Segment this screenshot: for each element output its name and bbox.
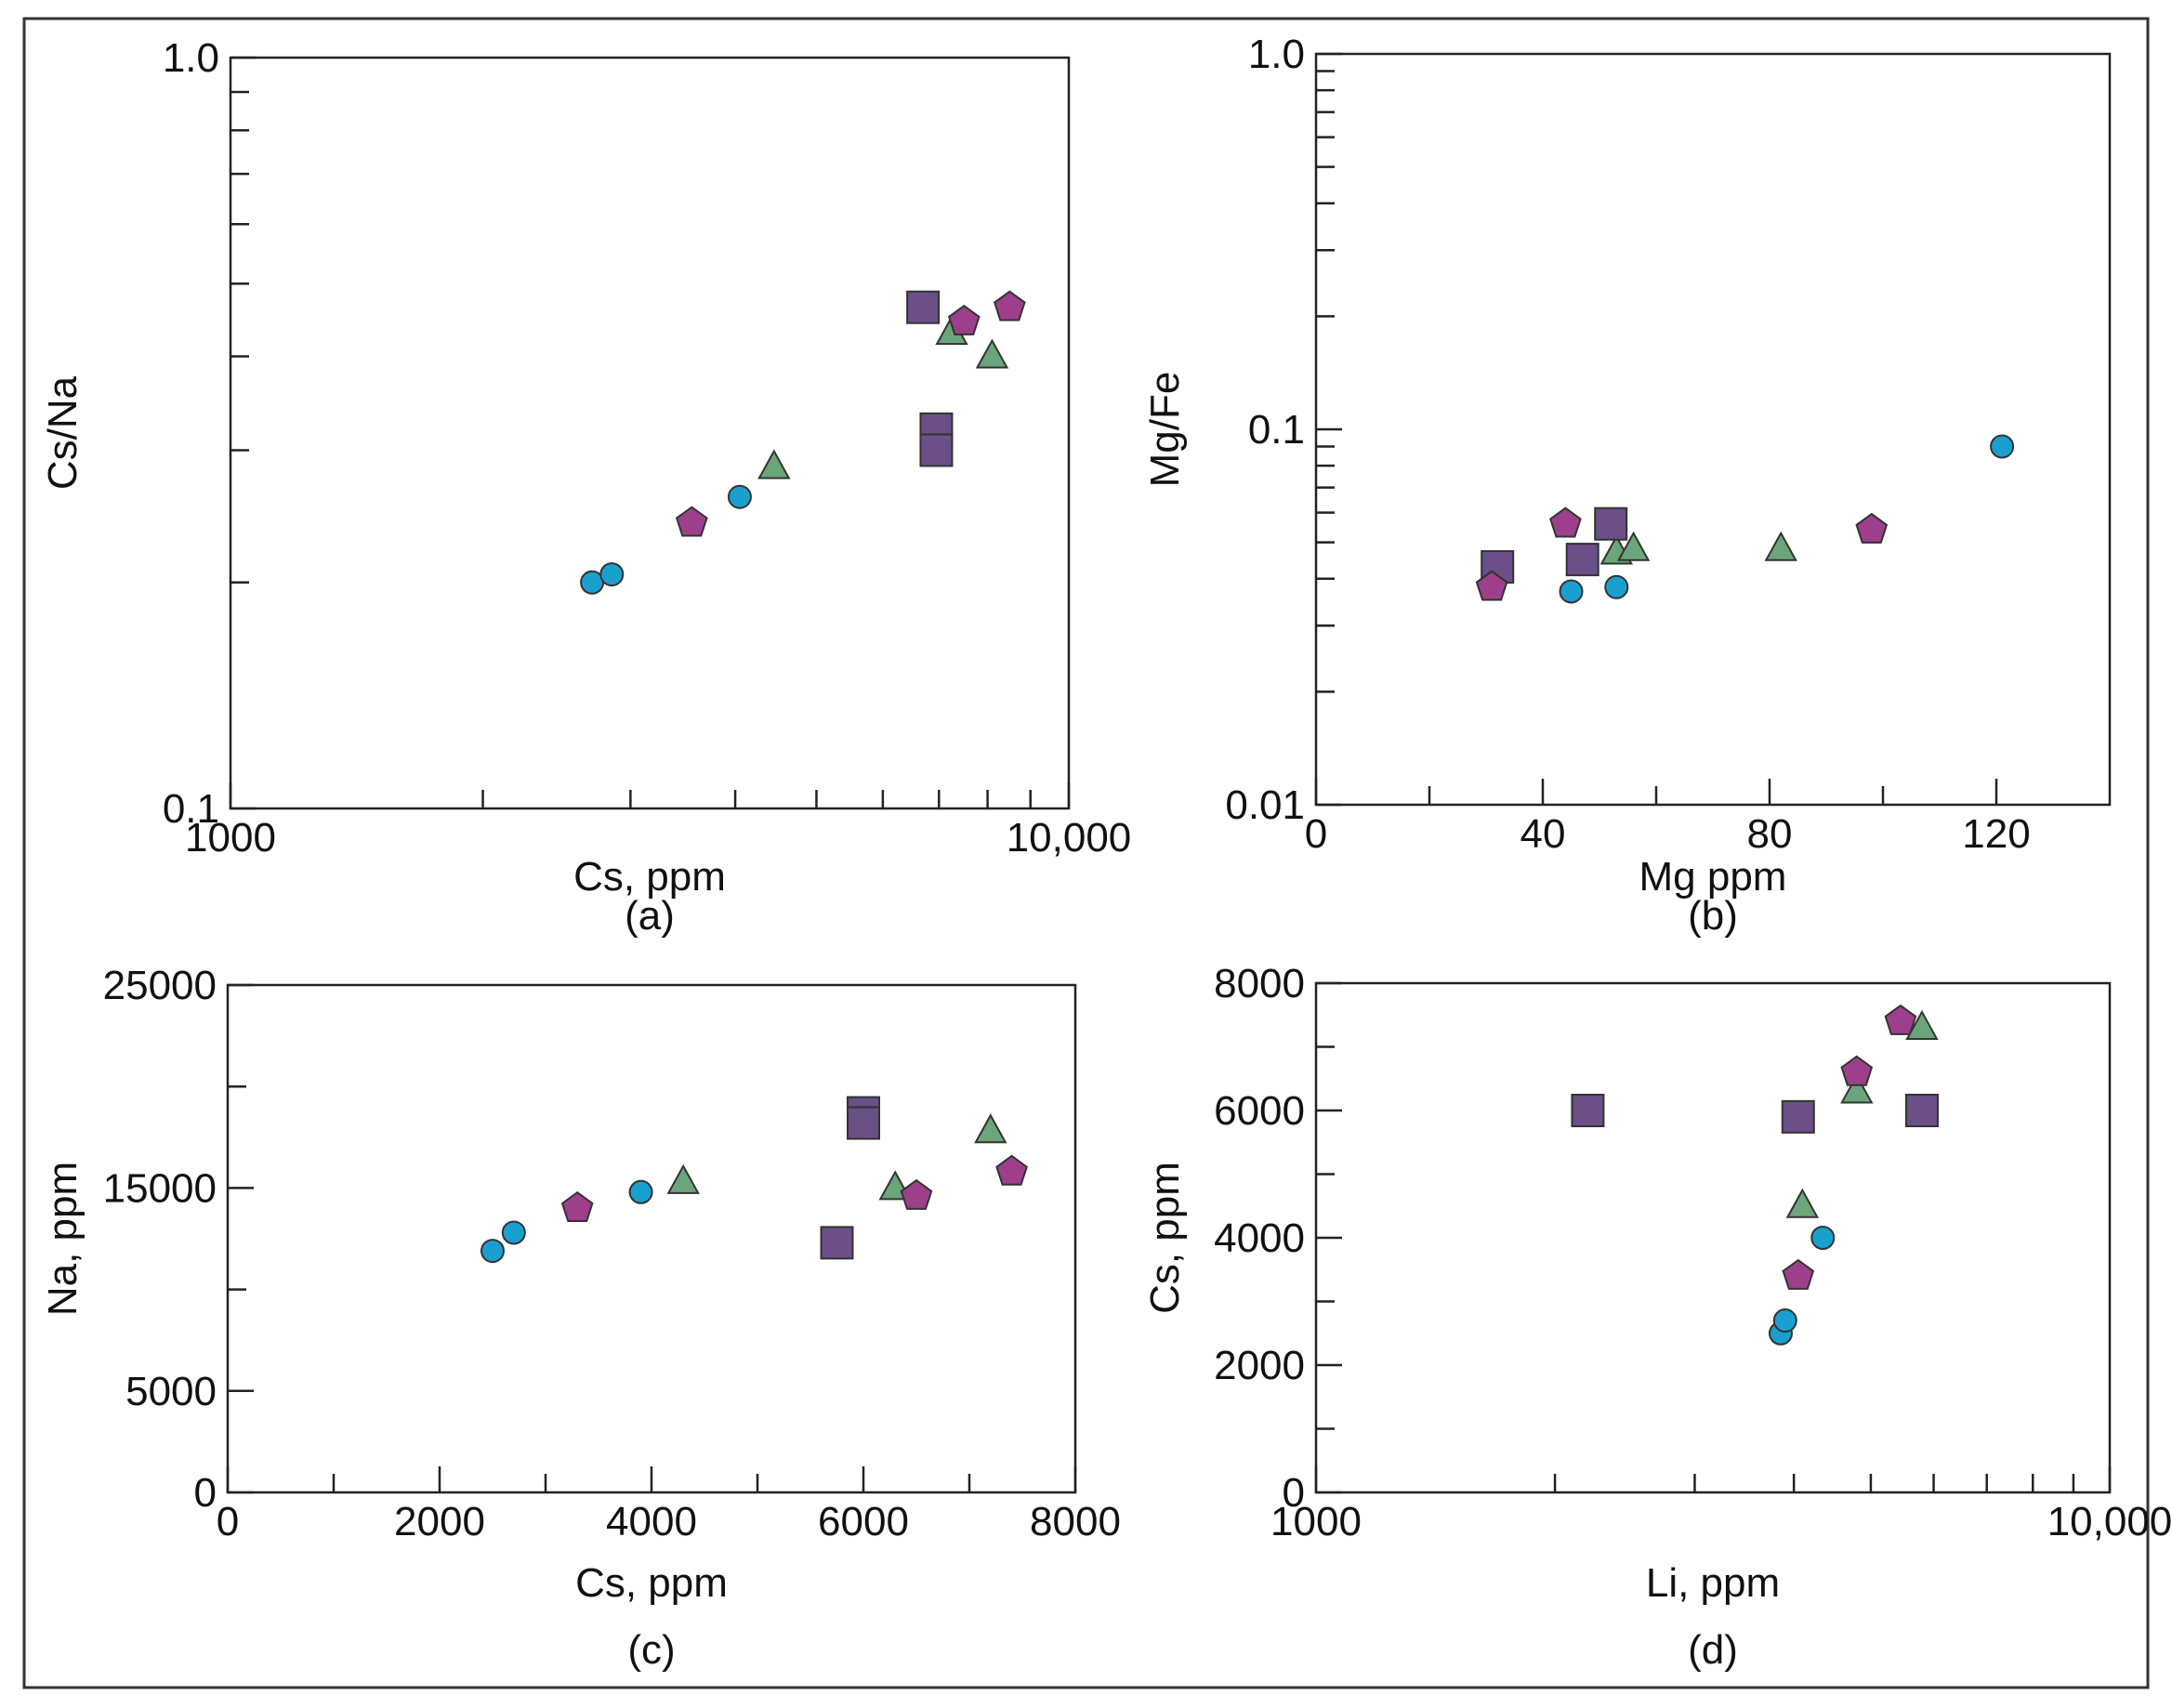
y-axis-label: Mg/Fe [1142,372,1188,488]
panel-label: (d) [1688,1627,1738,1673]
plot-area-b [1314,52,2112,807]
x-tick-label: 4000 [606,1499,697,1544]
data-point-pentagon [675,506,708,537]
y-axis-label: Cs, ppm [1142,1162,1188,1314]
data-point-circle [501,1220,526,1245]
data-point-triangle [1764,531,1797,561]
data-point-pentagon [1549,506,1582,538]
plot-area-c [226,983,1077,1494]
x-tick-label: 2000 [394,1499,485,1544]
data-point-triangle [1616,531,1651,561]
x-tick-label: 6000 [818,1499,909,1544]
data-point-circle [628,1179,653,1204]
data-point-circle [1810,1226,1836,1250]
data-point-triangle [757,449,791,480]
y-tick-label: 0.1 [1248,407,1305,453]
data-point-triangle [666,1163,700,1194]
data-point-pentagon [1855,512,1889,544]
x-tick-label: 1000 [1270,1499,1362,1544]
x-tick-label: 40 [1520,811,1566,857]
data-point-circle [1990,434,2015,459]
data-point-pentagon [995,1154,1028,1186]
data-point-square [1565,543,1599,577]
x-axis-label: Li, ppm [1646,1560,1780,1606]
figure-frame [22,17,2150,1689]
panel-label: (a) [625,893,675,939]
panel-c: 0 2000 4000 6000 8000 0 5000 15000 25000 Cs, ppm N… [40,963,1121,1673]
x-tick-label: 10,000 [1007,815,1132,861]
x-tick-label: 8000 [1030,1499,1121,1544]
y-tick-label: 15000 [103,1165,217,1211]
data-point-circle [1772,1308,1797,1334]
x-axis-label: Cs, ppm [573,854,726,900]
panel-label: (c) [627,1627,675,1673]
x-axis-label: Mg ppm [1639,854,1787,900]
x-tick-label: 0 [1305,811,1327,857]
data-point-circle [1604,574,1629,599]
y-tick-label: 0.1 [163,786,219,832]
y-tick-label: 1.0 [1248,32,1305,77]
panel-label: (b) [1688,893,1738,939]
y-tick-label: 1.0 [163,35,219,81]
plot-area-a [229,56,1071,810]
data-point-circle [599,562,625,587]
data-point-circle [480,1239,505,1264]
data-point-square [919,433,954,467]
data-point-pentagon [1782,1258,1815,1290]
data-point-triangle [1840,1073,1874,1104]
x-tick-label: 80 [1747,811,1793,857]
x-tick-label: 0 [217,1499,239,1544]
x-axis-label: Cs, ppm [575,1560,728,1606]
data-point-pentagon [1884,1004,1917,1035]
data-point-pentagon [1475,570,1508,601]
y-tick-label: 0 [194,1470,217,1516]
data-point-pentagon [947,304,981,335]
y-tick-label: 4000 [1214,1215,1305,1261]
data-point-square [906,290,941,324]
y-tick-label: 5000 [125,1369,217,1414]
data-point-pentagon [900,1178,933,1210]
y-tick-label: 0 [1283,1470,1305,1516]
y-tick-label: 6000 [1214,1088,1305,1134]
y-tick-label: 8000 [1214,961,1305,1006]
x-tick-label: 10,000 [2047,1499,2172,1544]
data-point-square [1781,1099,1815,1134]
x-tick-label: 120 [1962,811,2030,857]
data-point-circle [727,484,752,509]
panel-a: 1000 10,000 0.1 1.0 Cs, ppm Cs/Na (a) [40,35,1131,939]
data-point-triangle [1905,1009,1939,1040]
data-point-triangle [975,338,1009,369]
data-point-circle [1559,579,1584,604]
data-point-pentagon [560,1190,594,1222]
panel-b: 0 40 80 120 0.01 0.1 1.0 Mg ppm Mg/Fe (b) [1142,32,2112,939]
y-tick-label: 25000 [103,963,217,1008]
data-point-square [1594,506,1628,541]
y-tick-label: 2000 [1214,1343,1305,1388]
data-point-square [847,1106,880,1140]
data-point-pentagon [1840,1055,1874,1086]
data-point-square [1571,1094,1605,1127]
data-point-square [820,1226,854,1260]
data-point-square [1904,1094,1939,1127]
panel-d: 1000 10,000 0 2000 4000 6000 8000 Li, ppm Cs, pp… [1142,961,2172,1673]
y-tick-label: 0.01 [1225,782,1305,828]
x-tick-label: 1000 [185,815,276,861]
y-axis-label: Cs/Na [40,375,86,490]
data-point-triangle [974,1113,1007,1144]
plot-area-d [1314,981,2112,1494]
data-point-triangle [1785,1188,1820,1218]
y-axis-label: Na, ppm [40,1162,86,1316]
data-point-pentagon [994,290,1026,322]
